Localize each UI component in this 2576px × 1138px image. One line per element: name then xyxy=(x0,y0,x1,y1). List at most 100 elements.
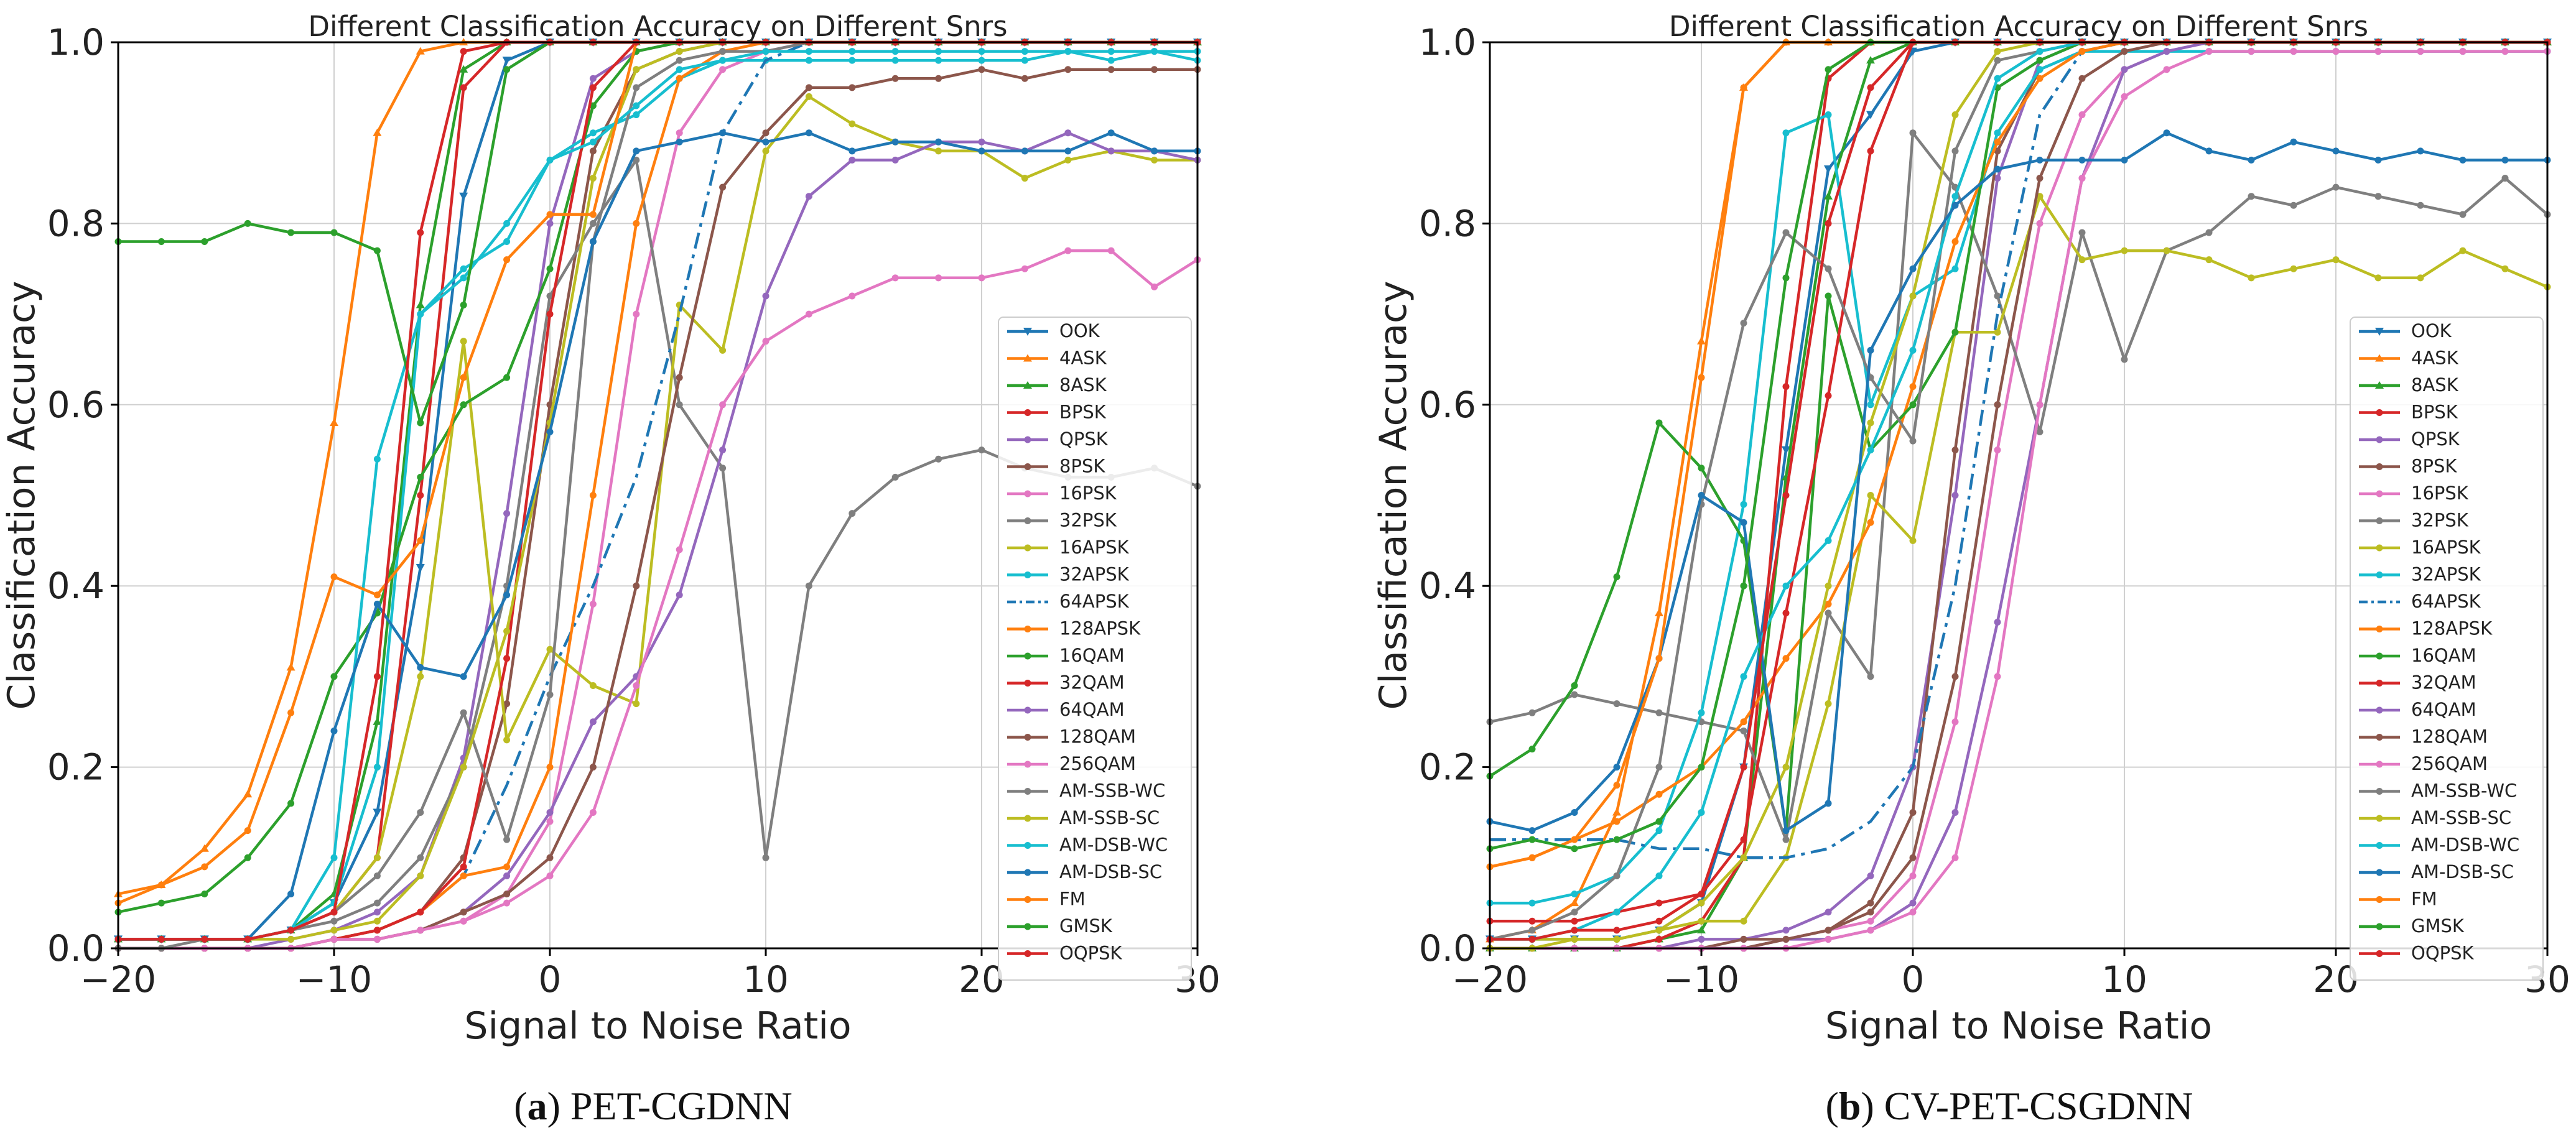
point xyxy=(633,84,640,91)
legend-item: 8PSK xyxy=(1007,456,1105,477)
point xyxy=(1740,917,1747,925)
point xyxy=(503,627,511,635)
point xyxy=(503,66,511,73)
y-axis-label: Classification Accuracy xyxy=(0,281,44,710)
point xyxy=(2121,156,2128,164)
point xyxy=(935,57,942,64)
point xyxy=(460,274,467,282)
point xyxy=(373,591,381,599)
point xyxy=(373,673,381,680)
legend-marker xyxy=(1024,896,1031,903)
point xyxy=(2121,66,2128,73)
point xyxy=(1064,247,1072,254)
legend-marker xyxy=(2376,544,2383,552)
point xyxy=(1107,48,1115,55)
chart-title: Different Classification Accuracy on Dif… xyxy=(308,10,1007,43)
legend-label: 16PSK xyxy=(2411,483,2469,504)
point xyxy=(1655,709,1663,716)
series-line-256qam xyxy=(118,249,1199,950)
point xyxy=(2036,48,2044,55)
legend-label: 32PSK xyxy=(1059,510,1117,531)
y-tick-label: 0.4 xyxy=(47,565,105,607)
point xyxy=(1994,618,2001,626)
point xyxy=(330,418,338,426)
point xyxy=(1655,927,1663,934)
legend-label: 256QAM xyxy=(1059,753,1136,774)
point xyxy=(546,808,554,816)
point xyxy=(1528,935,1536,943)
point xyxy=(2205,256,2213,264)
point xyxy=(157,935,165,943)
point xyxy=(891,75,899,82)
point xyxy=(1151,156,1158,164)
point xyxy=(1867,346,1874,354)
point xyxy=(1698,899,1705,907)
point xyxy=(849,510,856,517)
legend-item: 128QAM xyxy=(2359,726,2488,747)
legend-item: AM-SSB-WC xyxy=(2359,780,2517,802)
point xyxy=(287,229,295,236)
point xyxy=(503,374,511,381)
x-tick-label: −20 xyxy=(1452,958,1528,1001)
legend-marker xyxy=(1024,815,1031,822)
legend-item: OOK xyxy=(2359,320,2452,341)
ticks: −20 −10 0 10 20 300.00.20.40.60.81.0 xyxy=(47,21,1221,1001)
point xyxy=(503,238,511,246)
point xyxy=(1782,609,1790,617)
point xyxy=(1994,138,2001,146)
point xyxy=(2205,147,2213,155)
point xyxy=(2290,201,2297,209)
series-line-16apsk xyxy=(1490,195,2548,941)
point xyxy=(589,808,597,816)
point xyxy=(287,927,295,934)
point xyxy=(2121,48,2128,55)
legend-item: OOK xyxy=(1007,320,1100,341)
point xyxy=(1740,718,1747,726)
legend-label: FM xyxy=(1059,889,1086,910)
point xyxy=(935,274,942,282)
legend-box xyxy=(2350,317,2544,981)
point xyxy=(1951,673,1959,680)
point xyxy=(1528,709,1536,716)
point xyxy=(978,57,985,64)
point xyxy=(1951,808,1959,816)
legend-marker xyxy=(2376,788,2383,795)
point xyxy=(2248,48,2255,55)
legend-label: 64QAM xyxy=(2411,699,2476,720)
point xyxy=(1951,201,1959,209)
point xyxy=(1951,111,1959,119)
point xyxy=(460,917,467,925)
point xyxy=(633,220,640,227)
point xyxy=(633,147,640,155)
point xyxy=(1613,872,1620,879)
point xyxy=(1867,492,1874,499)
legend-label: OOK xyxy=(2411,320,2452,341)
point xyxy=(460,709,467,716)
point xyxy=(2163,129,2170,137)
point xyxy=(891,473,899,481)
point xyxy=(546,310,554,318)
point xyxy=(1528,927,1536,934)
point xyxy=(417,664,424,671)
legend-label: BPSK xyxy=(1059,402,1107,423)
caption-a-letter: a xyxy=(528,1084,547,1128)
legend-label: 4ASK xyxy=(1059,348,1107,369)
point xyxy=(460,374,467,381)
point xyxy=(2417,48,2424,55)
point xyxy=(459,192,468,201)
point xyxy=(1825,392,1832,399)
legend-item: AM-SSB-WC xyxy=(1007,780,1165,802)
legend-marker xyxy=(1023,354,1032,362)
point xyxy=(1825,935,1832,943)
chart-title: Different Classification Accuracy on Dif… xyxy=(1669,10,2368,43)
legend-label: GMSK xyxy=(1059,915,1113,937)
point xyxy=(2205,48,2213,55)
legend-label: AM-SSB-SC xyxy=(1059,807,1160,828)
point xyxy=(719,66,727,73)
point xyxy=(1951,492,1959,499)
point xyxy=(1782,492,1790,499)
point xyxy=(2501,265,2509,272)
point xyxy=(1655,935,1663,943)
point xyxy=(286,663,295,671)
point xyxy=(1740,519,1747,526)
